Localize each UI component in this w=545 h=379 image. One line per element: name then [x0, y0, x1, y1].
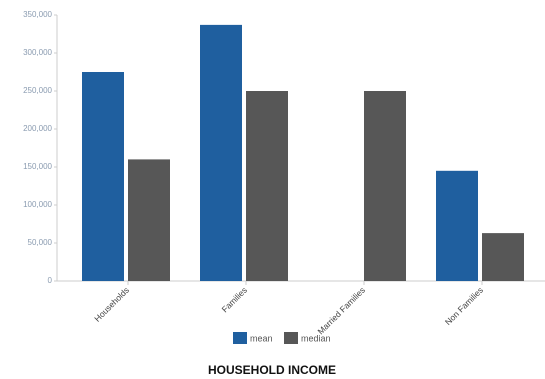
y-tick-label: 250,000 [23, 86, 52, 95]
bar [82, 72, 124, 281]
bar [128, 159, 170, 281]
bar [246, 91, 288, 281]
y-tick-label: 350,000 [23, 10, 52, 19]
bar [436, 170, 478, 281]
x-tick-label: Families [220, 285, 249, 314]
y-tick-label: 300,000 [23, 48, 52, 57]
y-tick-label: 100,000 [23, 200, 52, 209]
legend-swatch [284, 332, 298, 344]
bar [200, 24, 242, 281]
legend-swatch [233, 332, 247, 344]
y-tick-label: 50,000 [28, 238, 53, 247]
chart-title: HOUSEHOLD INCOME [208, 363, 336, 377]
y-tick-label: 150,000 [23, 162, 52, 171]
x-tick-label: Households [92, 285, 131, 324]
y-tick-label: 200,000 [23, 124, 52, 133]
x-tick-label: Married Families [316, 285, 367, 336]
x-tick-label: Non Families [443, 285, 485, 327]
y-tick-label: 0 [48, 276, 53, 285]
bar [364, 91, 406, 281]
legend-label: median [301, 333, 331, 343]
legend-label: mean [250, 333, 273, 343]
bar [482, 233, 524, 281]
